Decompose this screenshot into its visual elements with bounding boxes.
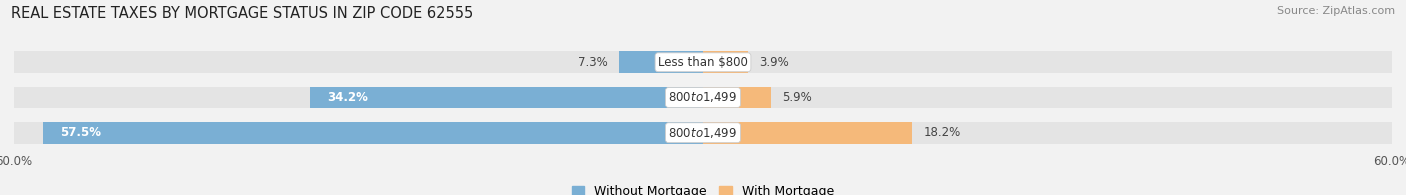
Text: 3.9%: 3.9% [759, 56, 789, 69]
Bar [619, 51, 703, 73]
Bar [703, 51, 748, 73]
Text: 34.2%: 34.2% [328, 91, 368, 104]
Legend: Without Mortgage, With Mortgage: Without Mortgage, With Mortgage [567, 180, 839, 195]
Text: 18.2%: 18.2% [924, 126, 960, 139]
Bar [703, 87, 770, 108]
Bar [14, 87, 1392, 108]
Text: 7.3%: 7.3% [578, 56, 607, 69]
Bar [311, 87, 703, 108]
Text: 57.5%: 57.5% [60, 126, 101, 139]
Text: 5.9%: 5.9% [782, 91, 813, 104]
Text: Source: ZipAtlas.com: Source: ZipAtlas.com [1277, 6, 1395, 16]
Bar [14, 122, 1392, 144]
Text: $800 to $1,499: $800 to $1,499 [668, 126, 738, 140]
Text: REAL ESTATE TAXES BY MORTGAGE STATUS IN ZIP CODE 62555: REAL ESTATE TAXES BY MORTGAGE STATUS IN … [11, 6, 474, 21]
Bar [703, 122, 912, 144]
Bar [14, 51, 1392, 73]
Text: Less than $800: Less than $800 [658, 56, 748, 69]
Bar [42, 122, 703, 144]
Text: $800 to $1,499: $800 to $1,499 [668, 90, 738, 105]
